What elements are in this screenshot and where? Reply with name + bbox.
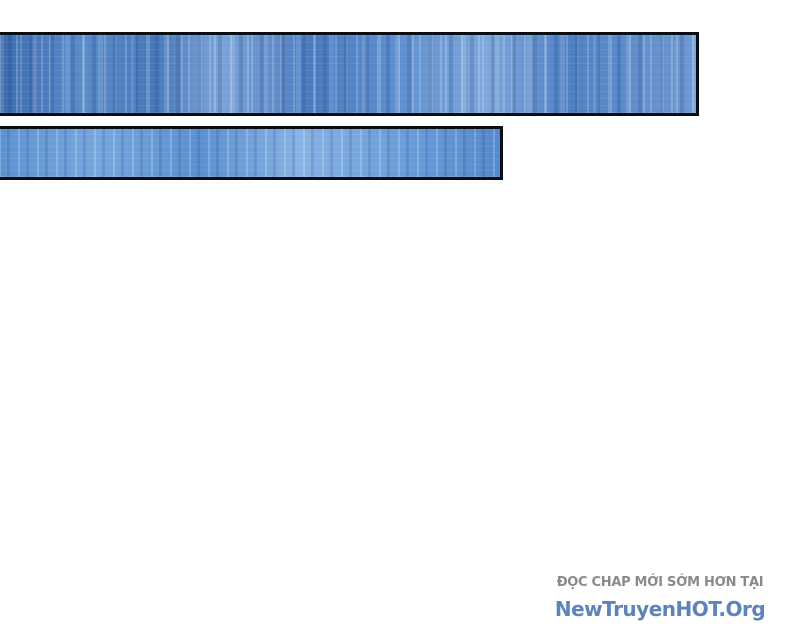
manga-panel-top xyxy=(0,32,699,116)
manga-panel-bottom xyxy=(0,126,503,180)
watermark-tagline: ĐỌC CHAP MỚI SỚM HƠN TẠI xyxy=(556,575,764,590)
watermark-site: NewTruyenHOT.Org xyxy=(554,597,766,621)
